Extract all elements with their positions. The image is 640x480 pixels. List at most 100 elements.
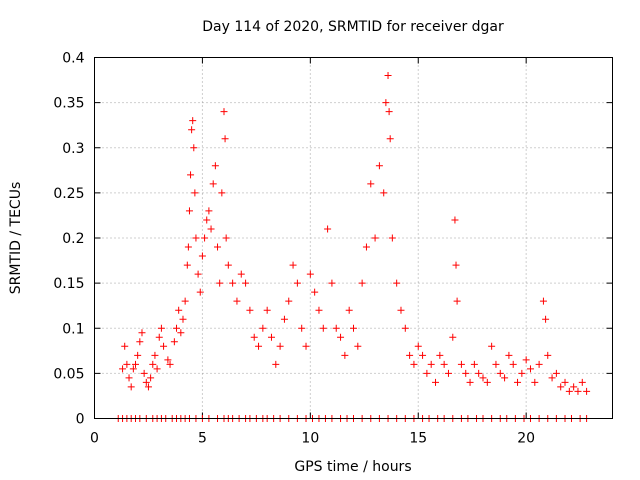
data-point	[147, 374, 155, 382]
data-point	[157, 324, 165, 332]
data-point	[194, 270, 202, 278]
data-point	[134, 351, 142, 359]
data-point	[164, 356, 172, 364]
data-point	[345, 306, 353, 314]
axis-ticks: 0 5 10 15 20 0 0.05 0.1 0.15 0.2 0.25 0.3 0.35 0.4	[53, 51, 613, 447]
data-point	[565, 387, 573, 395]
data-point	[371, 234, 379, 242]
data-point	[177, 329, 185, 337]
data-point	[380, 189, 388, 197]
data-point	[535, 360, 543, 368]
data-point	[479, 374, 487, 382]
data-point	[436, 351, 444, 359]
data-point	[173, 324, 181, 332]
data-point	[386, 135, 394, 143]
data-point	[151, 351, 159, 359]
data-point	[457, 360, 465, 368]
data-point	[444, 369, 452, 377]
data-point	[229, 279, 237, 287]
data-point	[166, 360, 174, 368]
data-point	[138, 329, 146, 337]
data-point	[466, 378, 474, 386]
data-point	[385, 108, 393, 116]
data-point	[410, 360, 418, 368]
data-point	[449, 333, 457, 341]
data-point	[311, 288, 319, 296]
data-point	[531, 378, 539, 386]
data-point	[375, 162, 383, 170]
data-point	[306, 270, 314, 278]
data-point	[548, 374, 556, 382]
plot-frame	[94, 57, 613, 419]
x-tick-label: 15	[409, 431, 427, 447]
data-point	[384, 72, 392, 80]
data-point	[388, 234, 396, 242]
y-tick-label: 0.4	[62, 51, 84, 67]
data-point	[188, 126, 196, 134]
data-point	[205, 207, 213, 215]
data-point	[362, 243, 370, 251]
data-point	[293, 279, 301, 287]
data-point	[179, 315, 187, 323]
data-point	[132, 360, 140, 368]
data-point	[319, 324, 327, 332]
data-point	[578, 378, 586, 386]
data-point	[127, 383, 135, 391]
data-point	[218, 189, 226, 197]
data-point	[149, 360, 157, 368]
data-point	[419, 351, 427, 359]
data-point	[451, 216, 459, 224]
data-point	[220, 108, 228, 116]
data-point	[285, 297, 293, 305]
data-point	[221, 135, 229, 143]
data-point	[315, 306, 323, 314]
data-point	[475, 369, 483, 377]
data-point	[263, 306, 271, 314]
data-point	[328, 279, 336, 287]
data-point	[190, 144, 198, 152]
data-point	[192, 234, 200, 242]
y-tick-label: 0.3	[62, 141, 84, 157]
data-point	[121, 342, 129, 350]
data-point	[289, 261, 297, 269]
data-point	[250, 333, 258, 341]
data-point	[302, 342, 310, 350]
data-point	[255, 342, 263, 350]
y-tick-label: 0.25	[53, 186, 84, 202]
data-point	[542, 315, 550, 323]
x-tick-label: 0	[90, 431, 99, 447]
data-point	[203, 216, 211, 224]
data-point	[170, 338, 178, 346]
data-point	[496, 369, 504, 377]
data-point	[144, 383, 152, 391]
data-point	[187, 171, 195, 179]
data-point	[153, 365, 161, 373]
data-point	[414, 342, 422, 350]
data-point	[224, 261, 232, 269]
data-point	[259, 324, 267, 332]
y-tick-label: 0.35	[53, 96, 84, 112]
data-point	[125, 374, 133, 382]
data-point	[440, 360, 448, 368]
data-point	[492, 360, 500, 368]
data-point	[222, 234, 230, 242]
data-point	[452, 261, 460, 269]
data-point	[462, 369, 470, 377]
data-point	[185, 207, 193, 215]
data-point	[123, 360, 131, 368]
data-point	[237, 270, 245, 278]
data-point	[209, 180, 217, 188]
data-point	[483, 378, 491, 386]
data-point	[401, 324, 409, 332]
x-axis-label: GPS time / hours	[294, 459, 411, 475]
data-point	[488, 342, 496, 350]
data-point	[140, 369, 148, 377]
data-point	[570, 383, 578, 391]
data-point	[207, 225, 215, 233]
chart-title: Day 114 of 2020, SRMTID for receiver dga…	[202, 19, 504, 35]
data-point	[557, 383, 565, 391]
x-tick-label: 5	[198, 431, 207, 447]
data-point	[382, 99, 390, 107]
y-axis-label: SRMTID / TECUs	[8, 182, 24, 295]
data-point	[196, 288, 204, 296]
